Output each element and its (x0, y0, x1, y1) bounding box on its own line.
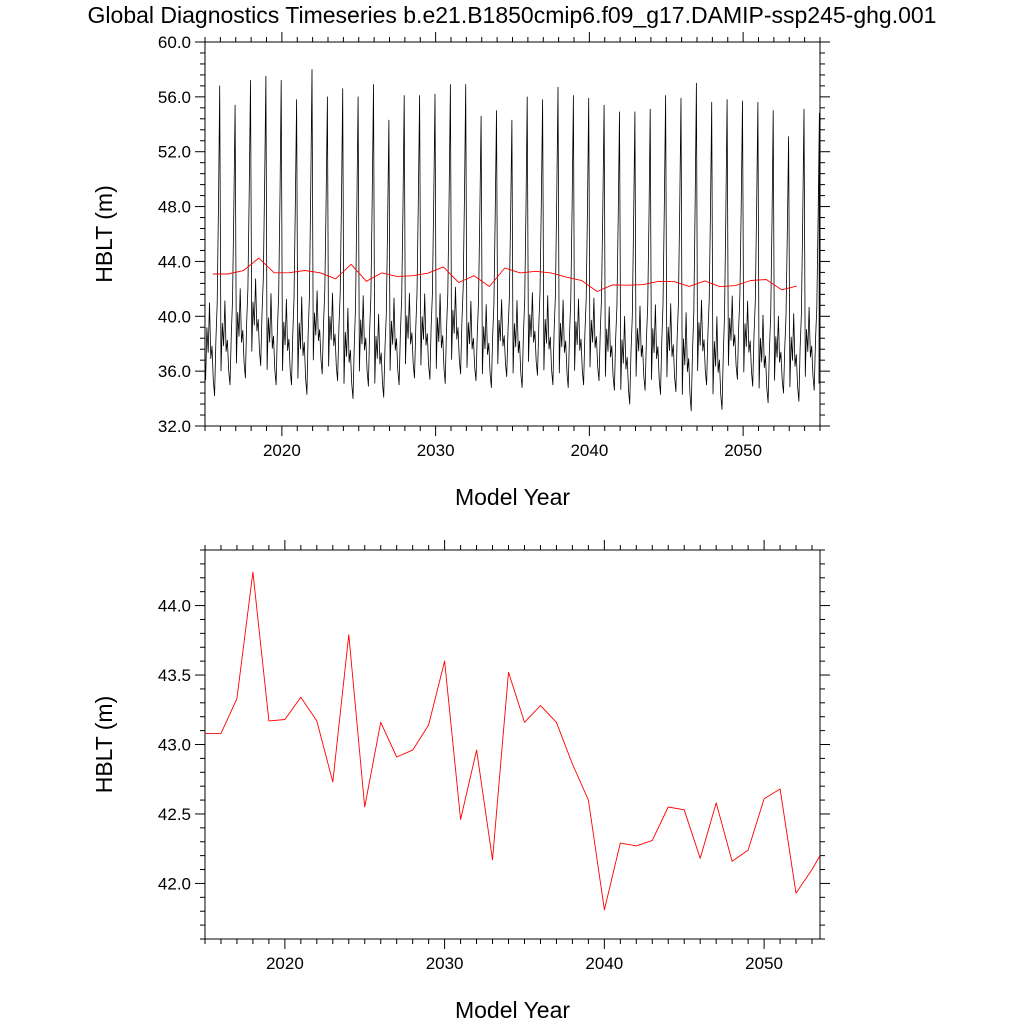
x-tick-label: 2040 (570, 441, 608, 460)
chart-title: Global Diagnostics Timeseries b.e21.B185… (87, 2, 937, 28)
plot-frame (204, 549, 821, 940)
x-tick-label: 2050 (724, 441, 762, 460)
x-tick-label: 2020 (266, 954, 304, 973)
top-panel: 2020 2030 2040 2050 32.0 36.0 40.0 44.0 48.0 52.0… (91, 32, 830, 510)
y-tick-label: 52.0 (158, 143, 191, 162)
y-tick-label: 42.0 (158, 874, 191, 893)
monthly-series-line (205, 69, 820, 412)
annual-series-line (205, 571, 821, 911)
x-axis-title: Model Year (455, 997, 570, 1023)
y-axis-title: HBLT (m) (91, 185, 117, 283)
x-tick-label: 2030 (417, 441, 455, 460)
x-axis-title: Model Year (455, 484, 570, 510)
y-tick-label: 32.0 (158, 417, 191, 436)
x-tick-label: 2020 (263, 441, 301, 460)
y-tick-label: 40.0 (158, 307, 191, 326)
annual-series-line (212, 257, 798, 292)
y-tick-label: 56.0 (158, 88, 191, 107)
x-tick-label: 2040 (585, 954, 623, 973)
y-tick-label: 48.0 (158, 198, 191, 217)
y-tick-label: 44.0 (158, 597, 191, 616)
y-axis-title: HBLT (m) (91, 696, 117, 794)
y-tick-label: 42.5 (158, 805, 191, 824)
y-tick-label: 36.0 (158, 362, 191, 381)
y-tick-label: 60.0 (158, 33, 191, 52)
x-tick-label: 2050 (745, 954, 783, 973)
bottom-panel: 2020 2030 2040 2050 42.0 42.5 43.0 43.5 44.0 Mode… (91, 540, 830, 1023)
x-tick-label: 2030 (426, 954, 464, 973)
y-tick-label: 43.0 (158, 736, 191, 755)
y-tick-label: 43.5 (158, 666, 191, 685)
y-tick-label: 44.0 (158, 252, 191, 271)
